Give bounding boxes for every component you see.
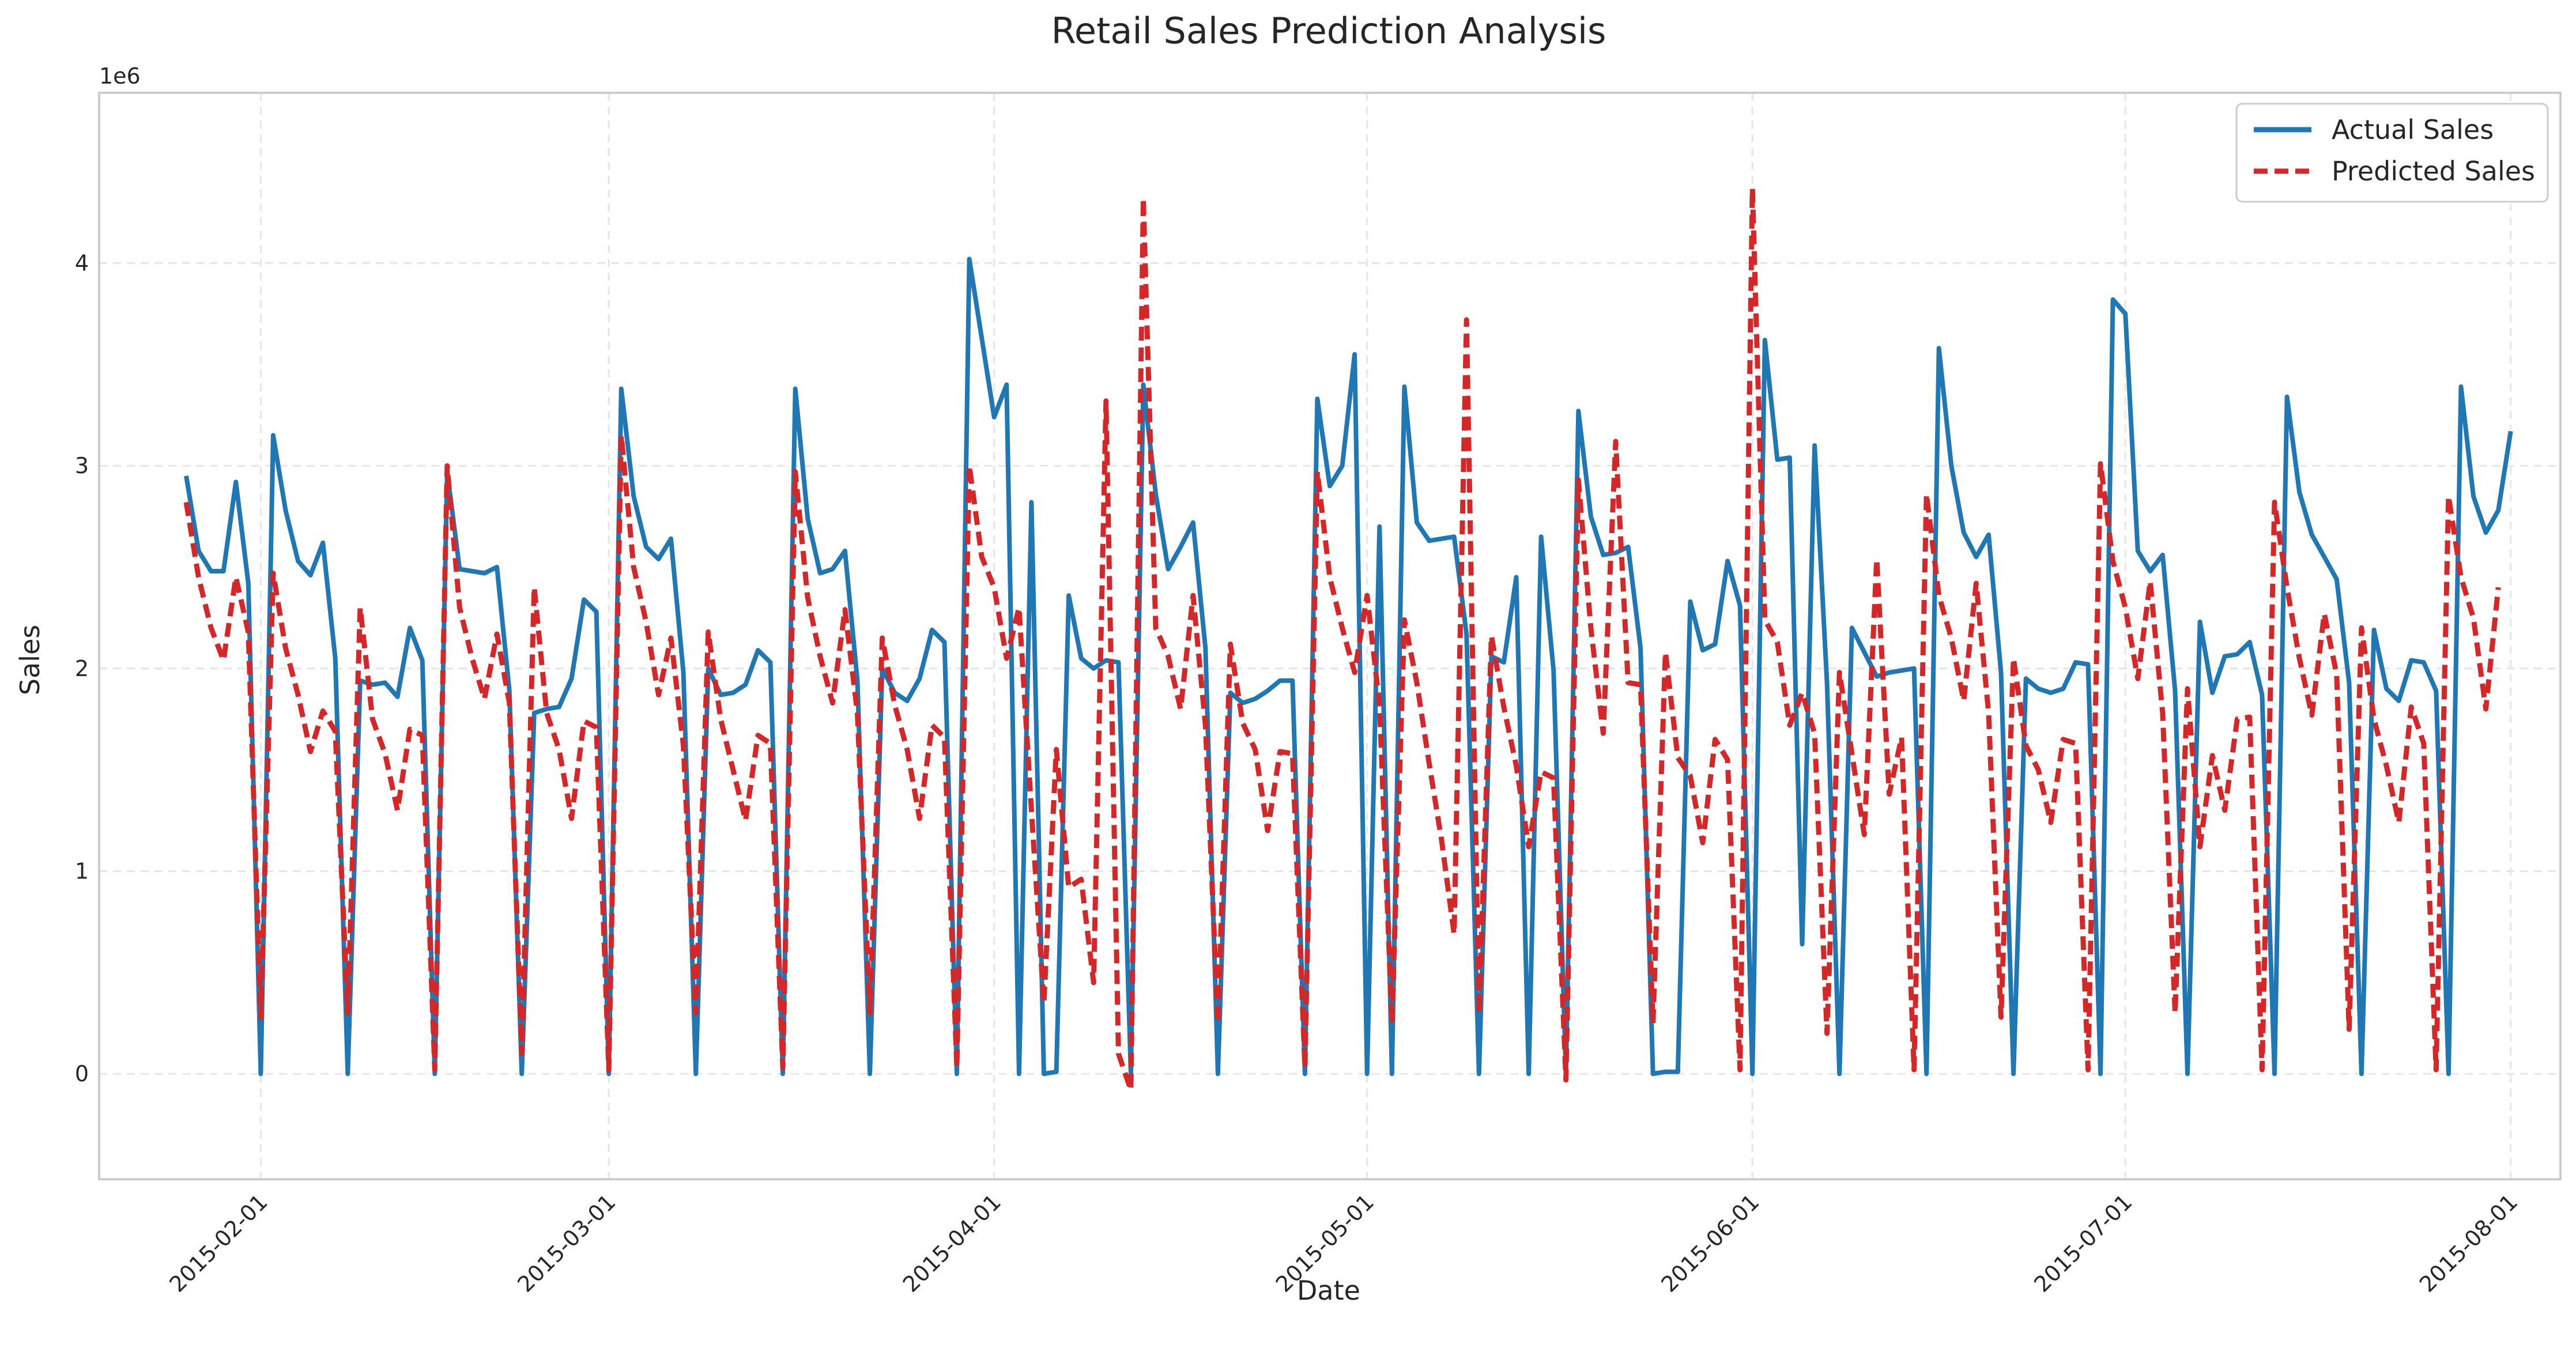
y-tick-label: 4: [75, 250, 89, 276]
y-tick-label: 2: [75, 656, 89, 681]
y-tick-labels: 0 1 2 3 4: [75, 250, 89, 1086]
y-tick-label: 1: [75, 858, 89, 884]
chart-title: Retail Sales Prediction Analysis: [1051, 10, 1606, 52]
x-tick-label: 2015-02-01: [164, 1189, 272, 1297]
x-tick-label: 2015-07-01: [2029, 1189, 2137, 1297]
legend: Actual Sales Predicted Sales: [2235, 103, 2549, 203]
x-tick-label: 2015-04-01: [898, 1189, 1006, 1297]
x-tick-label: 2015-08-01: [2415, 1189, 2522, 1297]
x-tick-label: 2015-03-01: [512, 1189, 620, 1297]
y-tick-label: 0: [75, 1061, 89, 1086]
legend-label-actual: Actual Sales: [2332, 114, 2494, 145]
y-multiplier-label: 1e6: [99, 63, 141, 89]
y-axis-label: Sales: [14, 625, 46, 695]
series-actual-sales-line: [184, 256, 2513, 1077]
y-tick-label: 3: [75, 453, 89, 478]
plot-series: [183, 185, 2513, 1093]
x-tick-label: 2015-06-01: [1656, 1189, 1764, 1297]
series-predicted-sales-line: [183, 185, 2501, 1093]
legend-box: [2235, 103, 2549, 203]
x-axis-label: Date: [1297, 1275, 1360, 1306]
plot-frame: [98, 92, 2562, 1180]
legend-label-predicted: Predicted Sales: [2332, 156, 2535, 187]
